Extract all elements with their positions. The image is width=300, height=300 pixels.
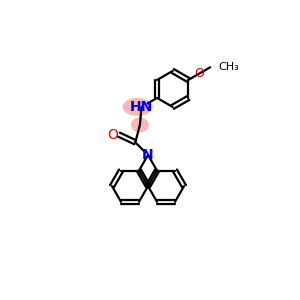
Text: O: O — [107, 128, 118, 142]
Ellipse shape — [131, 117, 149, 132]
Text: O: O — [194, 67, 204, 80]
Text: N: N — [142, 148, 154, 162]
Ellipse shape — [122, 98, 152, 116]
Text: HN: HN — [130, 100, 153, 114]
Text: CH₃: CH₃ — [218, 62, 239, 72]
